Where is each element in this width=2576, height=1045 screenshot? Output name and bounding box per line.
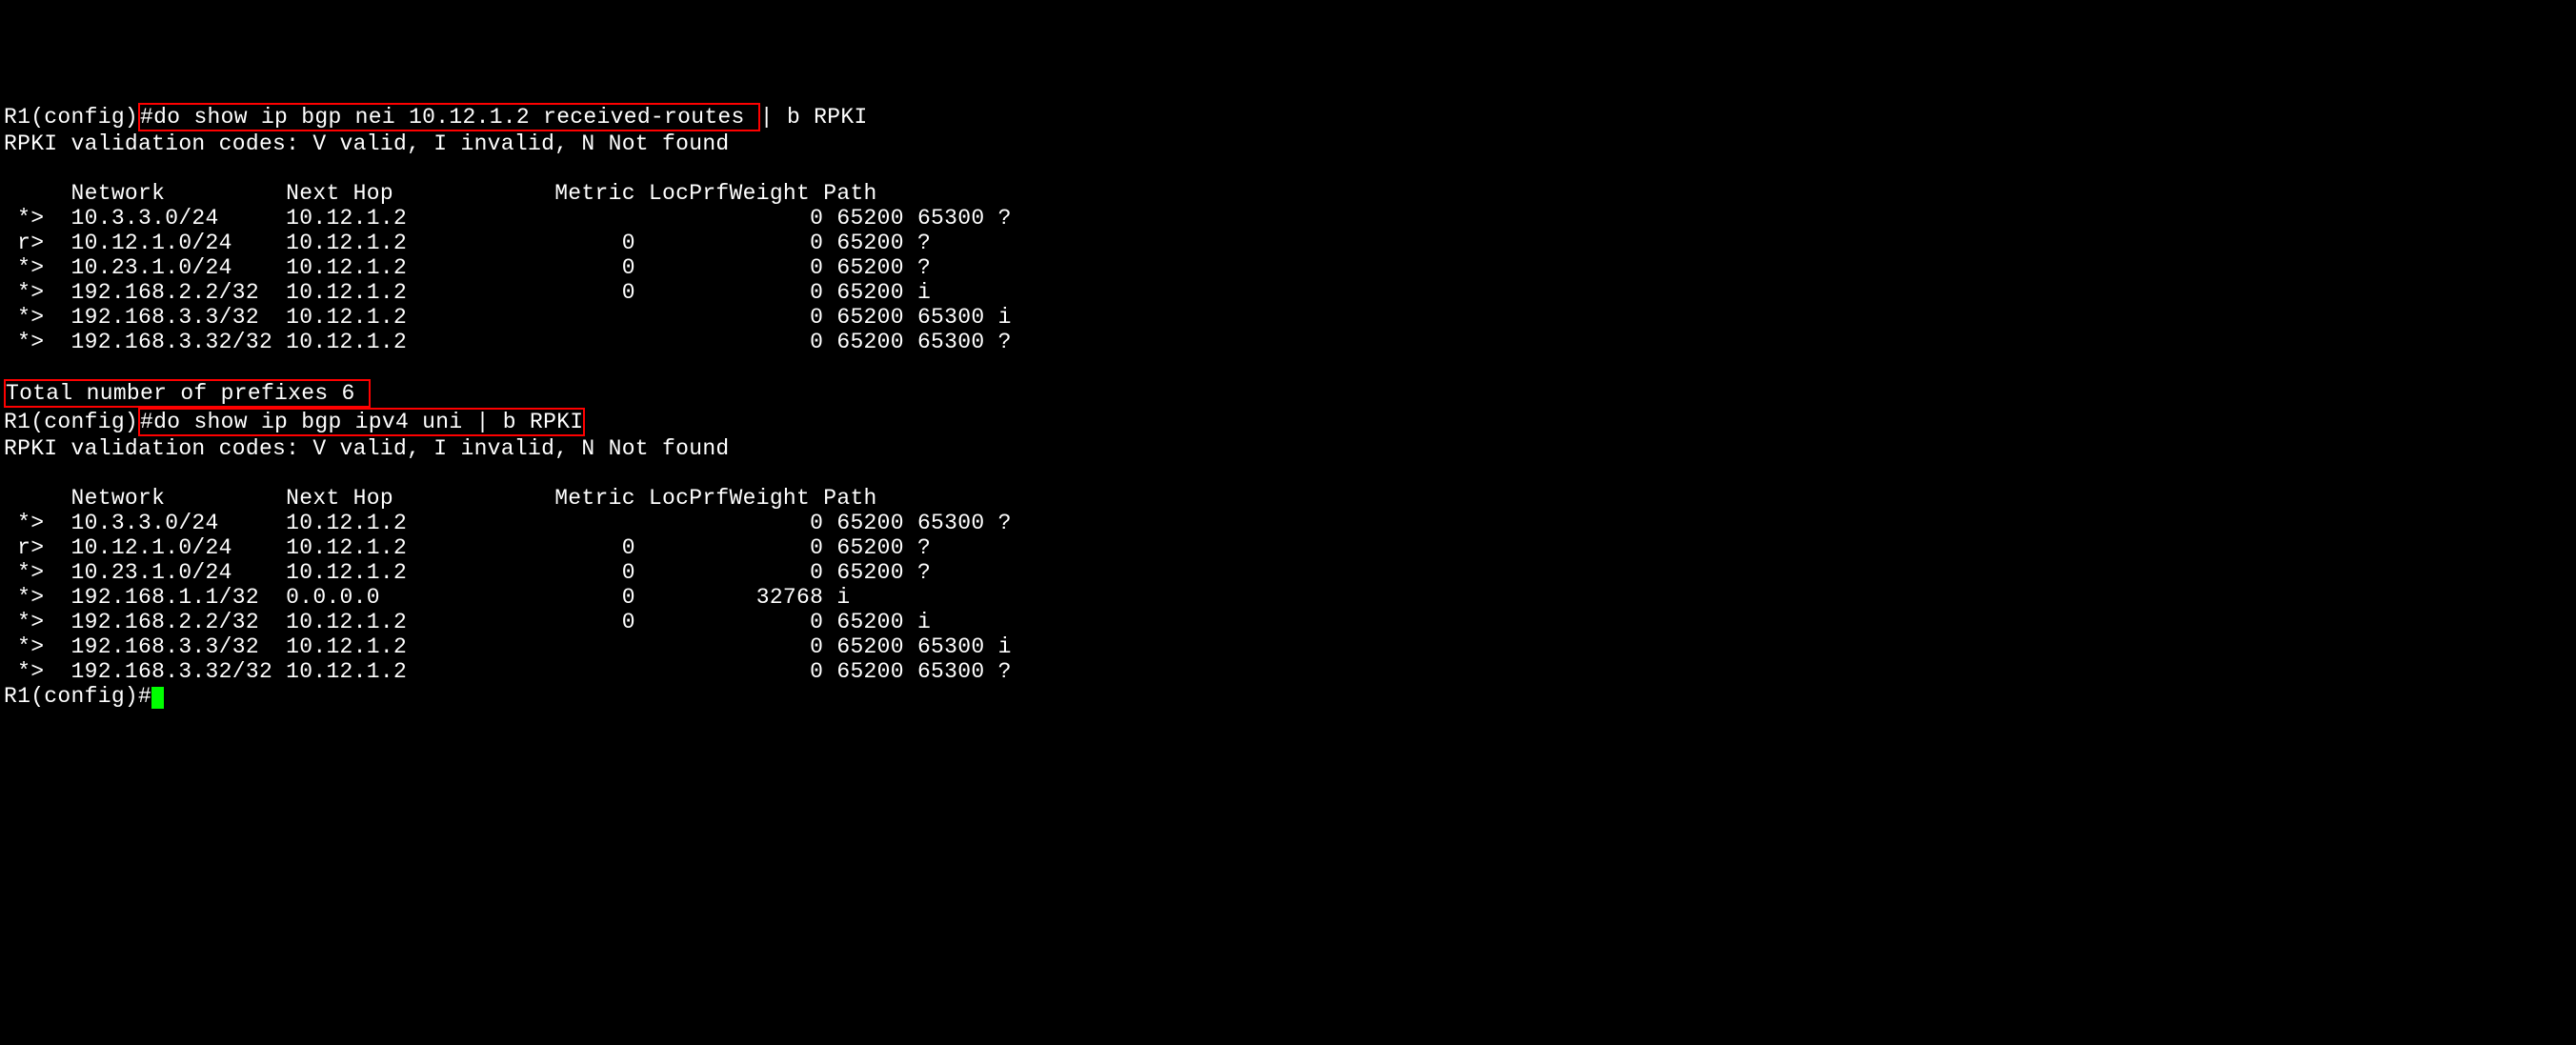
table-row: *> 192.168.3.32/32 10.12.1.2 0 65200 653…	[4, 659, 1012, 684]
table2-row-1: r> 10.12.1.0/24 10.12.1.2 0 0 65200 ?	[4, 535, 2572, 560]
table-header: Network Next Hop Metric LocPrfWeight Pat…	[4, 486, 877, 511]
table1-row-4: *> 192.168.3.3/32 10.12.1.2 0 65200 6530…	[4, 305, 2572, 330]
prompt-text: R1(config)	[4, 410, 138, 434]
command-1-suffix: | b RPKI	[760, 105, 868, 130]
rpki-codes: RPKI validation codes: V valid, I invali…	[4, 131, 730, 156]
table-row: *> 10.3.3.0/24 10.12.1.2 0 65200 65300 ?	[4, 511, 1012, 535]
blank	[4, 354, 17, 379]
table-header: Network Next Hop Metric LocPrfWeight Pat…	[4, 181, 877, 206]
blank-1	[4, 156, 2572, 181]
table2-row-4: *> 192.168.2.2/32 10.12.1.2 0 0 65200 i	[4, 610, 2572, 634]
total-prefixes: Total number of prefixes 6	[4, 379, 371, 408]
total-prefixes-line: Total number of prefixes 6	[4, 379, 2572, 408]
table-row: r> 10.12.1.0/24 10.12.1.2 0 0 65200 ?	[4, 231, 931, 255]
table1-row-0: *> 10.3.3.0/24 10.12.1.2 0 65200 65300 ?	[4, 206, 2572, 231]
prompt-text: R1(config)#	[4, 684, 151, 709]
table2-row-5: *> 192.168.3.3/32 10.12.1.2 0 65200 6530…	[4, 634, 2572, 659]
cursor-icon	[151, 687, 164, 709]
table-header-2: Network Next Hop Metric LocPrfWeight Pat…	[4, 486, 2572, 511]
table-row: *> 192.168.3.3/32 10.12.1.2 0 65200 6530…	[4, 634, 1012, 659]
blank	[4, 461, 17, 486]
rpki-line-1: RPKI validation codes: V valid, I invali…	[4, 131, 2572, 156]
table1-row-5: *> 192.168.3.32/32 10.12.1.2 0 65200 653…	[4, 330, 2572, 354]
table1-row-3: *> 192.168.2.2/32 10.12.1.2 0 0 65200 i	[4, 280, 2572, 305]
table-row: *> 192.168.3.32/32 10.12.1.2 0 65200 653…	[4, 330, 1012, 354]
terminal-output: R1(config)#do show ip bgp nei 10.12.1.2 …	[4, 103, 2572, 709]
table-row: *> 10.3.3.0/24 10.12.1.2 0 65200 65300 ?	[4, 206, 1012, 231]
command-line-2: R1(config)#do show ip bgp ipv4 uni | b R…	[4, 408, 2572, 436]
prompt-text: R1(config)	[4, 105, 138, 130]
command-line-1: R1(config)#do show ip bgp nei 10.12.1.2 …	[4, 103, 2572, 131]
table-row: *> 192.168.2.2/32 10.12.1.2 0 0 65200 i	[4, 610, 931, 634]
table-row: *> 192.168.1.1/32 0.0.0.0 0 32768 i	[4, 585, 850, 610]
blank-2	[4, 354, 2572, 379]
rpki-line-2: RPKI validation codes: V valid, I invali…	[4, 436, 2572, 461]
blank-3	[4, 461, 2572, 486]
table2-row-6: *> 192.168.3.32/32 10.12.1.2 0 65200 653…	[4, 659, 2572, 684]
table2-row-2: *> 10.23.1.0/24 10.12.1.2 0 0 65200 ?	[4, 560, 2572, 585]
prompt-line[interactable]: R1(config)#	[4, 684, 2572, 709]
table-header-1: Network Next Hop Metric LocPrfWeight Pat…	[4, 181, 2572, 206]
table-row: *> 10.23.1.0/24 10.12.1.2 0 0 65200 ?	[4, 560, 931, 585]
table-row: *> 192.168.2.2/32 10.12.1.2 0 0 65200 i	[4, 280, 931, 305]
table1-row-2: *> 10.23.1.0/24 10.12.1.2 0 0 65200 ?	[4, 255, 2572, 280]
table-row: *> 192.168.3.3/32 10.12.1.2 0 65200 6530…	[4, 305, 1012, 330]
table-row: *> 10.23.1.0/24 10.12.1.2 0 0 65200 ?	[4, 255, 931, 280]
table2-row-3: *> 192.168.1.1/32 0.0.0.0 0 32768 i	[4, 585, 2572, 610]
blank	[4, 156, 17, 181]
command-2-boxed[interactable]: #do show ip bgp ipv4 uni | b RPKI	[138, 408, 585, 436]
command-1-boxed[interactable]: #do show ip bgp nei 10.12.1.2 received-r…	[138, 103, 760, 131]
rpki-codes: RPKI validation codes: V valid, I invali…	[4, 436, 730, 461]
table1-row-1: r> 10.12.1.0/24 10.12.1.2 0 0 65200 ?	[4, 231, 2572, 255]
table2-row-0: *> 10.3.3.0/24 10.12.1.2 0 65200 65300 ?	[4, 511, 2572, 535]
table-row: r> 10.12.1.0/24 10.12.1.2 0 0 65200 ?	[4, 535, 931, 560]
